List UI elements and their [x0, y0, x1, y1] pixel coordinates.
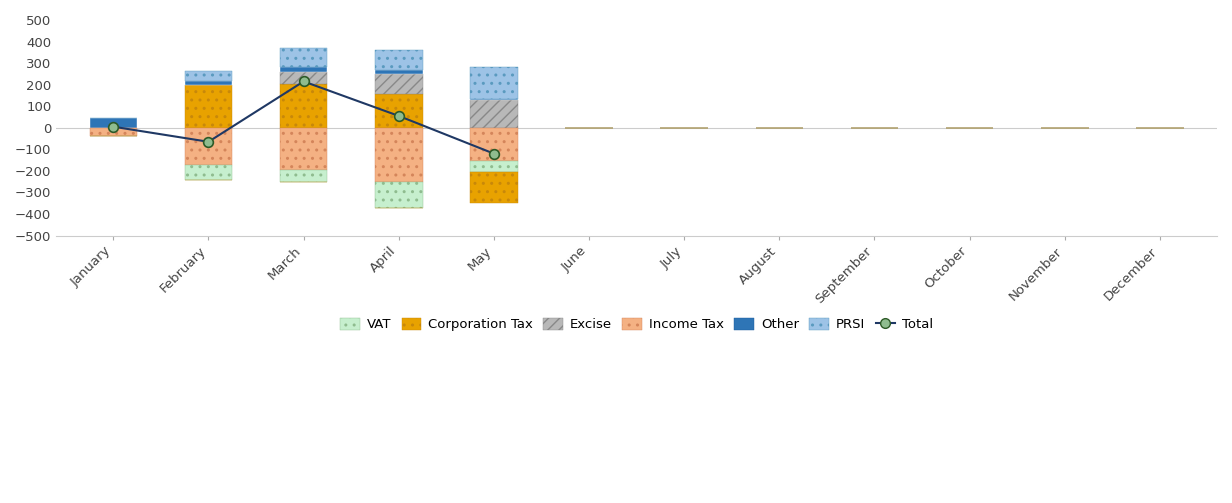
Bar [375, 69, 423, 74]
Bar [471, 67, 517, 99]
Bar [471, 172, 517, 203]
Bar [280, 170, 328, 182]
Bar [471, 161, 517, 172]
Bar [471, 128, 517, 161]
Bar [280, 72, 328, 83]
Bar [280, 128, 328, 170]
Bar [185, 165, 233, 180]
Bar [375, 50, 423, 69]
Bar [471, 100, 517, 128]
Bar [185, 85, 233, 128]
Bar [375, 182, 423, 208]
Bar [280, 83, 328, 128]
Bar [90, 128, 137, 136]
Bar [280, 48, 328, 67]
Bar [375, 74, 423, 95]
Bar [185, 81, 233, 85]
Bar [185, 70, 233, 81]
Bar [375, 95, 423, 128]
Legend: VAT, Corporation Tax, Excise, Income Tax, Other, PRSI, Total: VAT, Corporation Tax, Excise, Income Tax… [335, 313, 939, 337]
Bar [280, 67, 328, 72]
Bar [185, 128, 233, 165]
Bar [375, 128, 423, 182]
Bar [471, 99, 517, 100]
Bar [90, 118, 137, 128]
